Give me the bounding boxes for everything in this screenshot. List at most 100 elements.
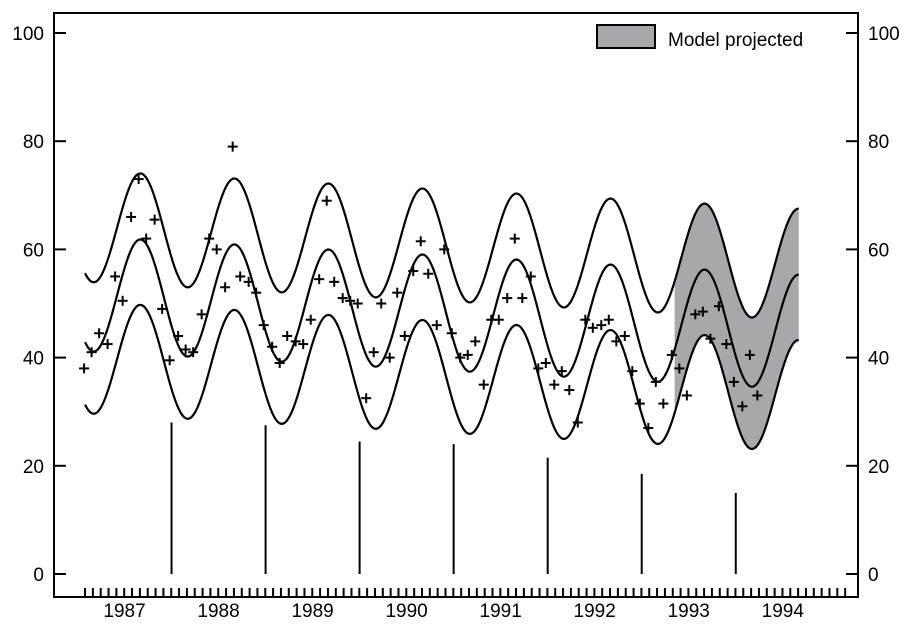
- curve-center: [84, 238, 799, 388]
- x-tick-label: 1990: [385, 601, 427, 622]
- legend-swatch: [596, 24, 656, 49]
- observation-point: [235, 271, 246, 282]
- observation-point: [141, 233, 152, 244]
- observation-point: [305, 314, 316, 325]
- observation-point: [603, 314, 614, 325]
- observation-point: [721, 339, 732, 350]
- observation-point: [227, 141, 238, 152]
- observation-point: [697, 306, 708, 317]
- observation-point: [423, 268, 434, 279]
- observation-point: [587, 322, 598, 333]
- observation-point: [634, 398, 645, 409]
- observation-point: [493, 314, 504, 325]
- observation-point: [744, 349, 755, 360]
- y-tick-label-right: 100: [868, 24, 900, 45]
- observation-point: [392, 287, 403, 298]
- x-tick-label: 1988: [197, 601, 239, 622]
- observation-point: [94, 328, 105, 339]
- observation-point: [267, 341, 278, 352]
- observation-point: [384, 352, 395, 363]
- observation-point: [126, 211, 137, 222]
- observation-point: [611, 336, 622, 347]
- observation-point: [525, 271, 536, 282]
- observation-point: [674, 363, 685, 374]
- x-tick-label: 1989: [291, 601, 333, 622]
- x-tick-label: 1994: [762, 601, 805, 622]
- observation-point: [345, 295, 356, 306]
- observation-point: [188, 347, 199, 358]
- observation-point: [173, 330, 184, 341]
- observation-point: [619, 330, 630, 341]
- observation-point: [643, 422, 654, 433]
- observation-point: [478, 379, 489, 390]
- y-tick-label-left: 100: [12, 24, 44, 45]
- observation-point: [376, 298, 387, 309]
- observation-point: [705, 333, 716, 344]
- observation-point: [681, 390, 692, 401]
- observation-point: [455, 352, 466, 363]
- x-tick-label: 1993: [668, 601, 710, 622]
- observation-point: [220, 282, 231, 293]
- observation-point: [556, 366, 567, 377]
- observation-point: [298, 339, 309, 350]
- x-tick-label: 1987: [103, 601, 145, 622]
- observation-point: [274, 358, 285, 369]
- y-tick-label-left: 0: [33, 565, 44, 586]
- plot-frame: [53, 12, 859, 598]
- curve-upper: [84, 172, 799, 319]
- observation-point: [290, 336, 301, 347]
- observation-point: [86, 347, 97, 358]
- observation-point: [533, 363, 544, 374]
- observation-point: [690, 309, 701, 320]
- observation-point: [133, 174, 144, 185]
- observation-point: [251, 287, 262, 298]
- observation-point: [439, 244, 450, 255]
- observation-point: [572, 417, 583, 428]
- y-tick-label-right: 20: [868, 457, 889, 478]
- observation-point: [470, 336, 481, 347]
- observation-point: [415, 236, 426, 247]
- observation-point: [329, 276, 340, 287]
- y-tick-label-right: 80: [868, 132, 889, 153]
- legend-label: Model projected: [668, 30, 803, 51]
- observation-point: [149, 214, 160, 225]
- observation-point: [117, 295, 128, 306]
- observation-point: [196, 309, 207, 320]
- observation-point: [517, 293, 528, 304]
- observations: [79, 141, 763, 433]
- observation-point: [110, 271, 121, 282]
- observation-point: [509, 233, 520, 244]
- y-tick-label-right: 60: [868, 240, 889, 261]
- observation-point: [540, 358, 551, 369]
- observation-point: [580, 314, 591, 325]
- y-tick-label-right: 0: [868, 565, 879, 586]
- observation-point: [658, 398, 669, 409]
- observation-point: [361, 393, 372, 404]
- y-tick-label-left: 40: [23, 349, 44, 370]
- y-tick-label-left: 20: [23, 457, 44, 478]
- observation-point: [408, 266, 419, 277]
- x-tick-label: 1991: [480, 601, 522, 622]
- observation-point: [549, 379, 560, 390]
- observation-point: [666, 349, 677, 360]
- observation-point: [596, 320, 607, 331]
- plot-border: [53, 12, 859, 598]
- model-curves: [84, 172, 799, 451]
- observation-point: [368, 347, 379, 358]
- y-tick-label-right: 40: [868, 349, 889, 370]
- observation-point: [399, 330, 410, 341]
- observation-point: [211, 244, 222, 255]
- observation-point: [314, 274, 325, 285]
- observation-point: [502, 293, 513, 304]
- projected-band: [674, 203, 799, 449]
- legend: Model projected: [596, 24, 803, 51]
- observation-point: [352, 298, 363, 309]
- observation-point: [564, 385, 575, 396]
- y-tick-label-left: 60: [23, 240, 44, 261]
- observation-point: [164, 355, 175, 366]
- curve-lower: [84, 303, 799, 451]
- observation-point: [282, 330, 293, 341]
- observation-point: [258, 320, 269, 331]
- observation-point: [431, 320, 442, 331]
